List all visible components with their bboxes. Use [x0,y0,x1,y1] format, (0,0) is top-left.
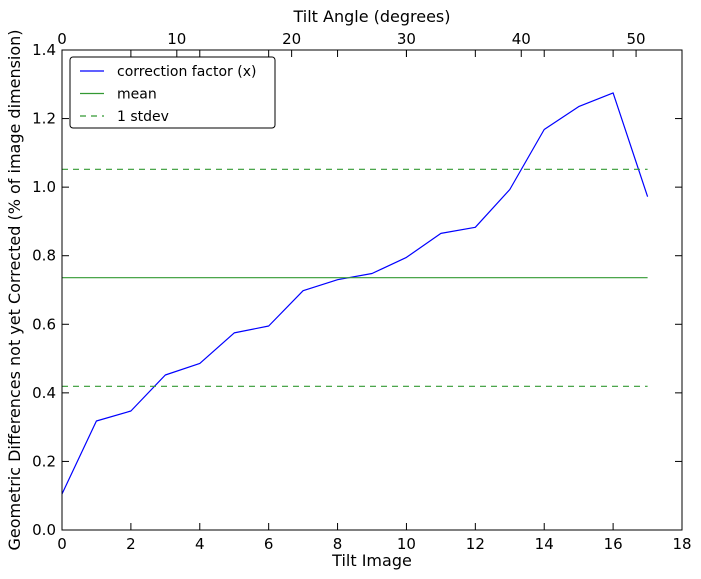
top-x-axis-title: Tilt Angle (degrees) [292,7,450,26]
legend-items: correction factor (x) mean 1 stdev [80,64,256,125]
x-tick-label: 14 [535,535,554,553]
top-x-tick-label: 30 [397,30,416,48]
x-tick-label: 18 [672,535,691,553]
x-tick-label: 16 [604,535,623,553]
legend-label: correction factor (x) [117,64,256,80]
y-tick-label: 1.4 [32,41,56,59]
y-tick-label: 0.2 [32,452,56,470]
legend-box [69,56,276,129]
plot-area [62,50,682,530]
legend-label: 1 stdev [117,109,169,125]
y-axis-title: Geometric Differences not yet Corrected … [5,29,24,550]
top-x-tick-label: 20 [282,30,301,48]
y-tick-label: 0.6 [32,315,56,333]
y-tick-label: 1.2 [32,110,56,128]
series-correction-factor-x [61,92,649,495]
x-tick-label: 4 [195,535,205,553]
y-tick-label: 0.8 [32,247,56,265]
legend-label: mean [117,87,157,103]
x-tick-label: 12 [466,535,485,553]
y-tick-label: 0.4 [32,384,56,402]
top-x-tick-label: 10 [167,30,186,48]
x-axis-title: Tilt Image [331,551,412,570]
top-x-tick-label: 50 [627,30,646,48]
x-tick-label: 0 [57,535,67,553]
plot-frame [61,49,683,531]
x-tick-label: 2 [126,535,136,553]
top-x-tick-label: 0 [57,30,67,48]
x-tick-label: 10 [397,535,416,553]
ticks-layer: 0 2 4 6 8 10 12 14 16 18 0 10 20 30 40 50 0.0 0.2 0.4 0.6 0.… [32,30,691,553]
x-tick-label: 8 [333,535,343,553]
x-tick-label: 6 [264,535,274,553]
legend: correction factor (x) mean 1 stdev [69,56,276,129]
y-tick-label: 1.0 [32,178,56,196]
y-tick-label: 0.0 [32,521,56,539]
series-layer [61,92,649,495]
top-x-tick-label: 40 [512,30,531,48]
